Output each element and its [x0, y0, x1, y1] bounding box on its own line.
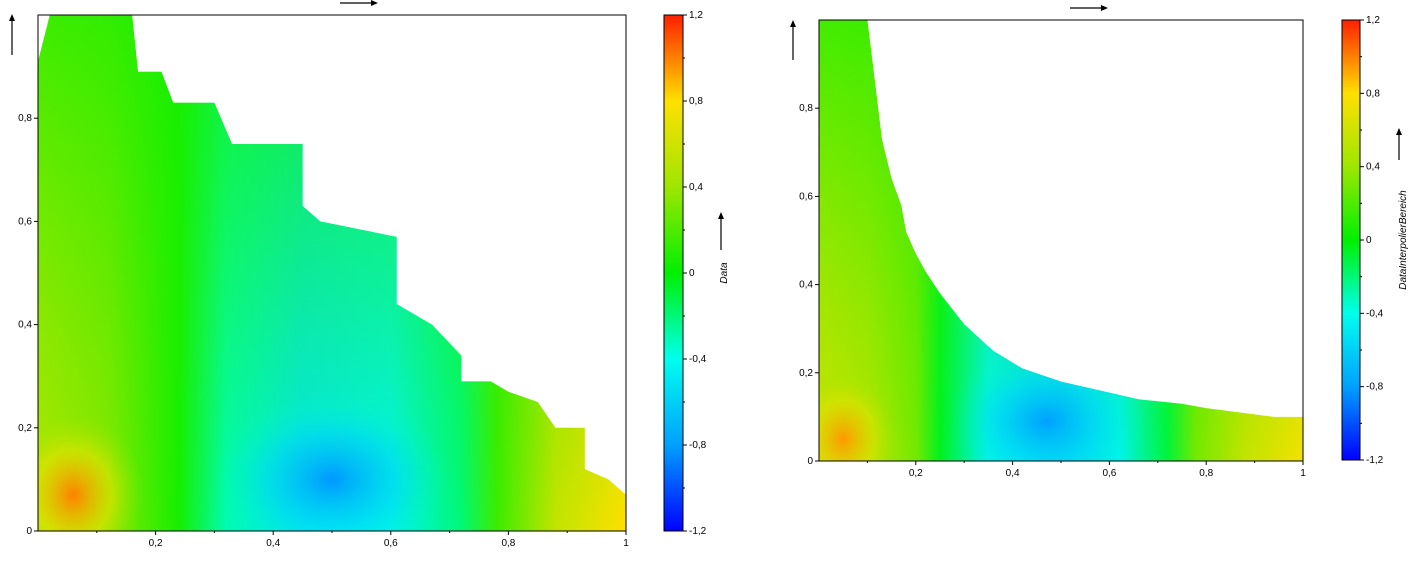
y-tick-label: 0,4	[799, 280, 813, 291]
contour-field	[38, 15, 626, 531]
x-tick-label: 1	[623, 538, 629, 549]
maximum-hotspot	[819, 368, 902, 461]
y-arrow-head	[790, 20, 796, 27]
colorbar-tick-label: -1,2	[1366, 455, 1384, 466]
colorbar-tick-label: -0,4	[1366, 308, 1384, 319]
colorbar-tick-label: 0	[1366, 235, 1372, 246]
colorbar-tick-label: 0,4	[689, 182, 703, 193]
y-tick-label: 0,2	[799, 368, 813, 379]
colorbar-tick-label: 0	[689, 268, 695, 279]
colorbar-label: Data	[719, 262, 730, 284]
colorbar-tick-label: -0,4	[689, 354, 707, 365]
colorbar	[1341, 19, 1361, 461]
maximum-hotspot	[38, 412, 144, 531]
colorbar-tick-label: -1,2	[689, 526, 707, 537]
right-contour-chart: 0,2 0,4 0,6 0,8 1 0 0,2 0,4 0,6 0,8 1,2 0,8 0,4 0 -0,4…	[790, 5, 1409, 479]
y-tick-label: 0	[807, 456, 813, 467]
colorbar-arrow-head	[718, 212, 724, 219]
x-arrow-head	[1101, 5, 1108, 11]
y-tick-label: 0,8	[799, 103, 813, 114]
colorbar	[663, 14, 684, 532]
x-tick-label: 0,8	[1199, 468, 1213, 479]
x-tick-label: 0,6	[384, 538, 398, 549]
minimum-hotspot	[214, 391, 450, 531]
x-tick-label: 0,6	[1102, 468, 1116, 479]
colorbar-tick-label: -0,8	[689, 440, 707, 451]
y-tick-label: 0	[26, 526, 32, 537]
colorbar-tick-label: 0,8	[689, 96, 703, 107]
x-tick-label: 1	[1300, 468, 1306, 479]
colorbar-tick-label: -0,8	[1366, 382, 1384, 393]
y-tick-label: 0,6	[799, 191, 813, 202]
y-tick-label: 0,6	[18, 216, 32, 227]
colorbar-tick-label: 1,2	[1366, 15, 1380, 26]
colorbar-tick-label: 0,8	[1366, 88, 1380, 99]
x-tick-label: 0,2	[909, 468, 923, 479]
x-tick-label: 0,4	[1006, 468, 1020, 479]
colorbar-tick-label: 1,2	[689, 10, 703, 21]
y-arrow-head	[9, 14, 15, 21]
y-tick-label: 0,8	[18, 113, 32, 124]
y-tick-label: 0,4	[18, 320, 32, 331]
colorbar-tick-label: 0,4	[1366, 162, 1380, 173]
x-arrow-head	[371, 0, 378, 6]
contour-field	[819, 20, 1303, 461]
x-tick-label: 0,4	[266, 538, 280, 549]
y-tick-label: 0,2	[18, 423, 32, 434]
left-contour-chart: 0,2 0,4 0,6 0,8 1 0 0,2 0,4 0,6 0,8 1,2 0,8 0,4 0 -0,4…	[9, 0, 730, 549]
colorbar-arrow-head	[1396, 128, 1402, 135]
x-tick-label: 0,8	[501, 538, 515, 549]
x-tick-label: 0,2	[149, 538, 163, 549]
colorbar-label: DataInterpolierBereich	[1398, 190, 1409, 290]
